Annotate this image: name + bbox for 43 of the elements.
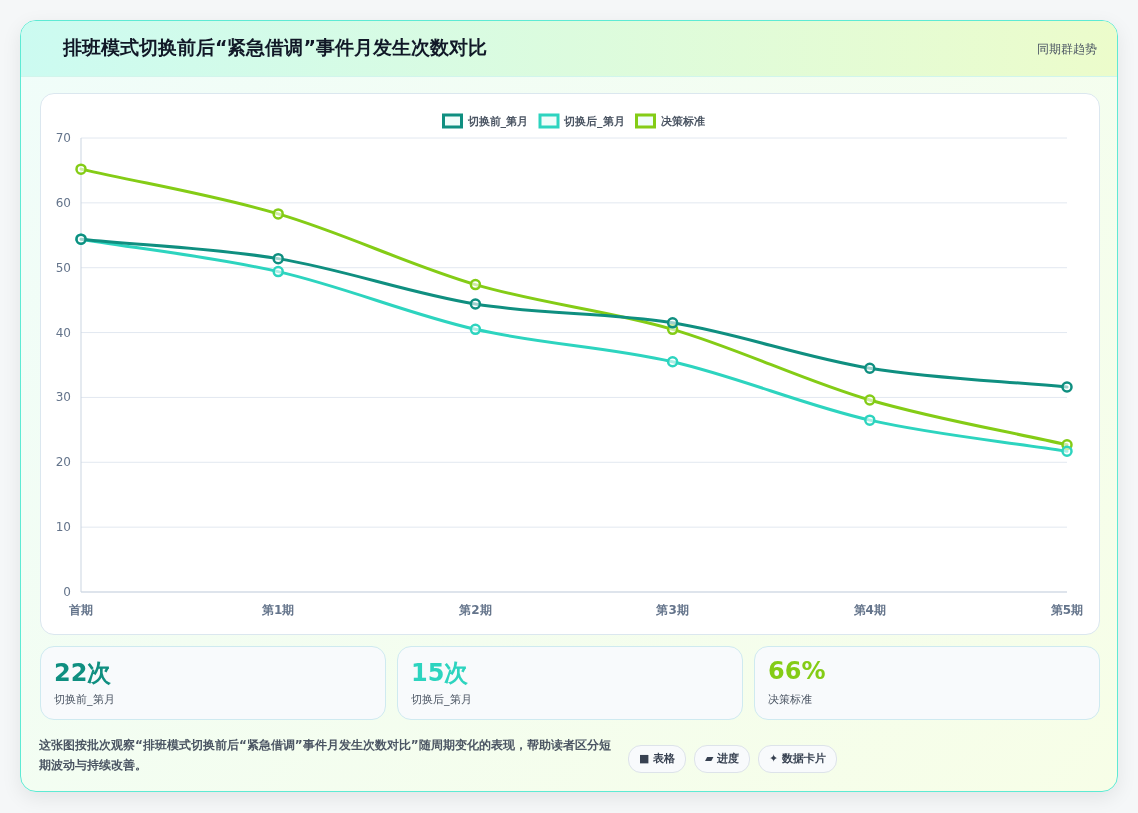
point bbox=[864, 414, 876, 426]
y-tick-label: 10 bbox=[55, 520, 71, 535]
y-tick-label: 40 bbox=[55, 325, 71, 340]
point bbox=[666, 317, 679, 329]
point bbox=[469, 278, 482, 291]
point bbox=[1061, 445, 1073, 458]
point bbox=[75, 163, 87, 175]
x-tick-label: 第1期 bbox=[261, 603, 295, 617]
y-tick-label: 20 bbox=[55, 455, 71, 470]
x-tick-label: 首期 bbox=[68, 603, 93, 617]
x-tick-label: 第2期 bbox=[458, 603, 492, 617]
text: 切换前_第月 bbox=[54, 692, 115, 707]
point bbox=[864, 362, 876, 374]
text: 66% bbox=[768, 657, 826, 685]
point bbox=[469, 298, 482, 310]
text: ■ 表格 bbox=[628, 745, 687, 773]
point bbox=[864, 394, 876, 406]
y-tick-label: 0 bbox=[63, 585, 71, 599]
text: 15次 bbox=[411, 658, 469, 689]
text: 22次 bbox=[54, 658, 112, 689]
point bbox=[469, 323, 482, 336]
point bbox=[1061, 381, 1073, 393]
point bbox=[272, 265, 284, 278]
y-tick-label: 60 bbox=[55, 195, 71, 210]
text: ✦ 数据卡片 bbox=[758, 745, 838, 773]
point bbox=[666, 356, 679, 368]
x-tick-label: 第4期 bbox=[852, 603, 886, 617]
point bbox=[272, 252, 284, 265]
text: 决策标准 bbox=[768, 692, 812, 707]
legend-label: 切换后_第月 bbox=[563, 115, 625, 128]
y-tick-label: 70 bbox=[55, 131, 71, 145]
chart-subtitle: 同期群趋势 bbox=[1037, 41, 1097, 58]
y-tick-label: 30 bbox=[55, 390, 71, 405]
x-tick-label: 第3期 bbox=[655, 603, 689, 617]
y-tick-label: 50 bbox=[55, 260, 71, 275]
text: 这张图按批次观察“排班模式切换前后“紧急借调”事件月发生次数对比”随周期变化的表现，帮助读者区分短期波动与持续改善。 bbox=[39, 737, 612, 774]
chart-title: 排班模式切换前后“紧急借调”事件月发生次数对比 bbox=[63, 35, 487, 60]
point bbox=[272, 208, 284, 220]
legend-label: 切换前_第月 bbox=[466, 115, 528, 128]
legend-label: 决策标准 bbox=[660, 115, 705, 128]
text: ▰ 进度 bbox=[694, 745, 751, 773]
x-tick-label: 第5期 bbox=[1049, 603, 1084, 617]
text: 切换后_第月 bbox=[411, 692, 472, 707]
